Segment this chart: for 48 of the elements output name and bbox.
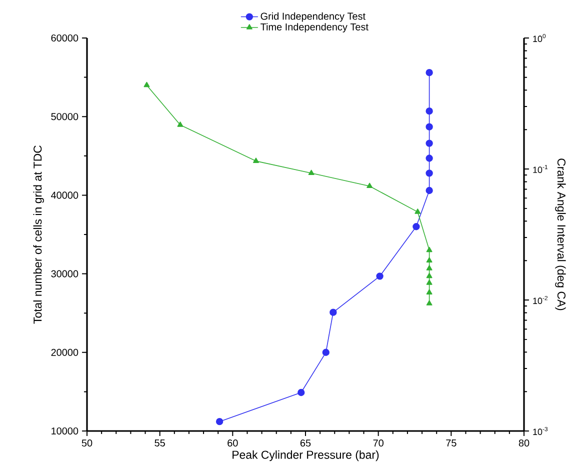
point [322, 348, 330, 356]
point [376, 272, 384, 280]
y2-tick-label: 10$^{-2}$ [533, 296, 548, 304]
point [177, 122, 184, 127]
legend-label: Time Independency Test [260, 23, 368, 32]
point [252, 158, 259, 163]
point [426, 272, 432, 278]
x-axis-title: Peak Cylinder Pressure (bar) [232, 450, 379, 462]
point [298, 388, 305, 396]
x-tick-label: 75 [446, 439, 456, 446]
y-tick-label: 20000 [51, 348, 78, 356]
y2-tick-label: 10$^{-3}$ [533, 426, 548, 436]
x-tick-label: 55 [154, 439, 165, 446]
point [308, 170, 314, 176]
y-tick-label: 40000 [51, 192, 78, 199]
y-tick-label: 50000 [51, 113, 78, 120]
point [216, 418, 224, 426]
x-tick-label: 65 [300, 440, 311, 447]
y-tick-label: 30000 [51, 270, 78, 278]
point [426, 108, 433, 115]
point [426, 123, 433, 130]
point [426, 265, 432, 270]
x-tick-label: 70 [373, 440, 384, 447]
point [426, 140, 433, 147]
y-tick-label: 10000 [52, 427, 78, 435]
point [426, 170, 433, 177]
y-axis-title: Total number of cells in grid at TDC [33, 146, 44, 324]
x-tick-label: 60 [228, 440, 238, 447]
y2-tick-label: 10$^{-1}$ [533, 165, 548, 174]
point [426, 257, 432, 262]
point [426, 246, 432, 252]
y2-tick-label: 10$^{0}$ [533, 34, 546, 42]
point [426, 280, 432, 285]
point [414, 208, 421, 214]
point [426, 186, 433, 194]
point [144, 82, 150, 88]
point [330, 308, 337, 316]
point [426, 289, 432, 294]
point [426, 300, 432, 306]
y2-axis-title: Crank Angle Interval (deg CA) [555, 158, 566, 310]
x-tick-label: 80 [518, 440, 530, 447]
point [426, 68, 433, 76]
legend-label: Grid Independency Test [260, 12, 366, 22]
point [426, 154, 433, 162]
point [366, 182, 373, 188]
x-tick-label: 50 [82, 440, 92, 447]
y-tick-label: 60000 [51, 34, 78, 42]
point [412, 223, 420, 230]
